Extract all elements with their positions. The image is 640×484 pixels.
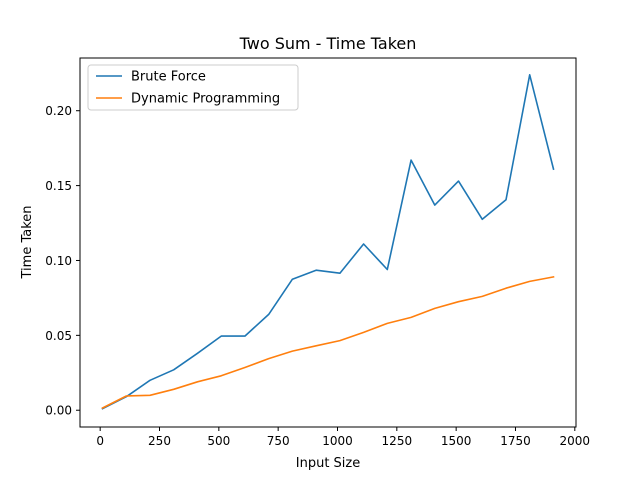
y-axis-label: Time Taken bbox=[20, 205, 35, 279]
y-tick-label: 0.20 bbox=[45, 104, 72, 118]
y-tick-label: 0.05 bbox=[45, 329, 72, 343]
legend-label-dynamic-programming: Dynamic Programming bbox=[131, 92, 280, 107]
x-tick-label: 500 bbox=[207, 434, 230, 448]
x-tick-label: 1000 bbox=[322, 434, 353, 448]
series-line-dynamic-programming bbox=[101, 275, 555, 410]
x-tick-label: 2000 bbox=[560, 434, 591, 448]
x-tick-label: 750 bbox=[267, 434, 290, 448]
series-line-brute-force bbox=[101, 74, 555, 410]
x-tick-label: 1750 bbox=[500, 434, 531, 448]
x-tick-label: 1500 bbox=[441, 434, 472, 448]
legend-box bbox=[87, 64, 299, 111]
x-tick-label: 0 bbox=[96, 434, 104, 448]
legend-label-brute-force: Brute Force bbox=[131, 70, 206, 85]
chart-title: Two Sum - Time Taken bbox=[239, 34, 417, 53]
plot-area: 0 250 500 750 1000 1250 1500 1750 2000 0.00 0.05 0.… bbox=[45, 74, 591, 448]
y-tick-label: 0.10 bbox=[45, 254, 72, 268]
x-tick-label: 250 bbox=[148, 434, 171, 448]
x-axis-label: Input Size bbox=[296, 456, 360, 471]
legend: Brute Force Dynamic Programming bbox=[87, 64, 299, 111]
y-tick-label: 0.00 bbox=[45, 404, 72, 418]
y-tick-label: 0.15 bbox=[45, 179, 72, 193]
x-tick-label: 1250 bbox=[382, 434, 413, 448]
plot-frame bbox=[79, 57, 577, 428]
